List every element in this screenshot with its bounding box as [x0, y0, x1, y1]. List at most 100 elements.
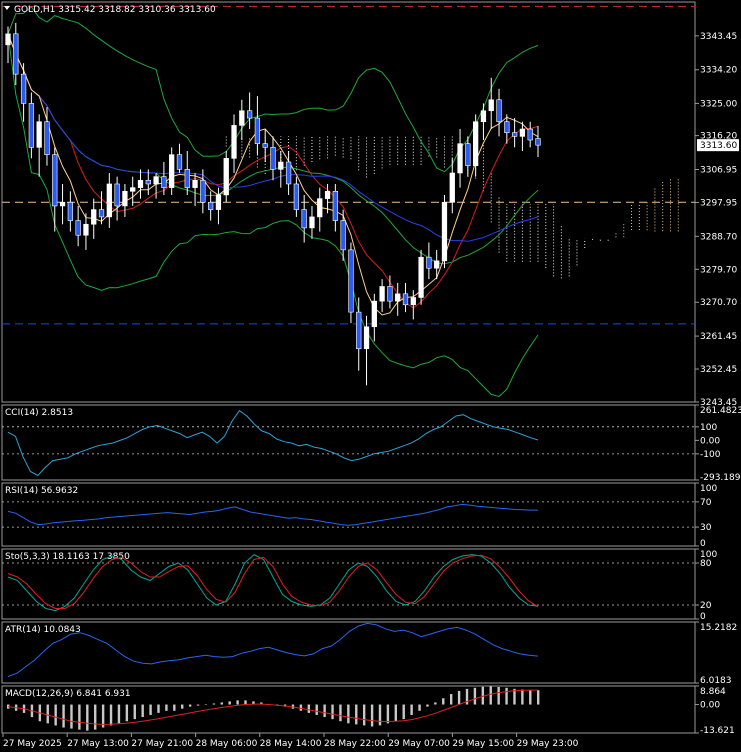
- candle-body: [465, 143, 471, 166]
- bollinger-upper-line: [7, 6, 539, 173]
- candle-body: [293, 183, 300, 210]
- candle-body: [309, 216, 315, 229]
- stoch-line-0: [7, 553, 539, 612]
- candle-body: [332, 190, 338, 221]
- candle-body: [153, 176, 159, 185]
- macd-bar: [339, 704, 342, 722]
- x-tick-label: 29 May 07:00: [388, 739, 450, 749]
- atr-line: [7, 622, 539, 677]
- macd-bar: [117, 704, 121, 724]
- candle-body: [410, 297, 416, 306]
- y-tick-label: 3343.45: [700, 32, 737, 42]
- macd-bar: [386, 704, 390, 724]
- price-badge-text: 3313.60: [700, 141, 737, 151]
- candle-body: [75, 220, 81, 236]
- macd-tick-label: 0.00: [700, 701, 720, 711]
- macd-bar: [426, 704, 429, 707]
- macd-bar: [323, 704, 326, 718]
- candle-body: [20, 73, 27, 104]
- candle-body: [122, 190, 128, 207]
- candle-body: [270, 147, 276, 170]
- x-tick-label: 28 May 06:00: [196, 739, 258, 749]
- macd-bar: [402, 704, 405, 720]
- atr-label: ATR(14) 10.0843: [5, 625, 81, 635]
- macd-bar: [133, 704, 136, 720]
- candle-body: [83, 223, 89, 236]
- candle-body: [137, 180, 144, 188]
- macd-bar: [70, 704, 73, 729]
- macd-bar: [101, 704, 105, 728]
- candle-body: [379, 286, 385, 302]
- y-tick-label: 3297.95: [700, 198, 737, 208]
- macd-bar: [204, 704, 208, 706]
- bollinger-bands: [7, 6, 539, 398]
- candle-body: [91, 209, 97, 225]
- price-badge: [697, 139, 739, 152]
- macd-bar: [86, 704, 89, 731]
- candle-body: [52, 154, 58, 207]
- candles: [5, 22, 541, 386]
- cci-panel: CCI(14) 2.8513 261.4823 100 0.00 -100 -293.18…: [2, 404, 741, 483]
- macd-bar: [94, 704, 97, 730]
- y-tick-label: 3279.70: [700, 265, 737, 275]
- x-tick-label: 29 May 15:00: [452, 739, 514, 749]
- rsi-tick-label: 30: [700, 523, 712, 533]
- macd-panel-frame: [1, 685, 696, 734]
- macd-bar: [513, 688, 516, 705]
- candle-body: [426, 256, 432, 269]
- candle-body: [511, 132, 518, 137]
- candle-body: [496, 99, 502, 123]
- candle-body: [254, 117, 261, 144]
- y-tick-label: 3252.45: [700, 365, 737, 375]
- candle-body: [145, 180, 151, 185]
- x-tick-label: 27 May 13:00: [67, 739, 129, 749]
- stoch-tick-label: 20: [700, 601, 712, 611]
- macd-bar: [260, 702, 263, 705]
- macd-bar: [355, 704, 358, 725]
- macd-bar: [473, 687, 477, 705]
- ichimoku-cloud: [225, 136, 679, 279]
- candle-body: [285, 161, 292, 185]
- macd-bar: [62, 704, 65, 728]
- macd-tick-label: -13.621: [700, 726, 735, 736]
- y-tick-label: 3261.45: [700, 332, 737, 342]
- collapse-triangle-icon[interactable]: [4, 6, 10, 10]
- candle-body: [457, 143, 463, 174]
- macd-bar: [109, 704, 113, 726]
- macd-bar: [196, 704, 200, 706]
- candle-body: [363, 326, 370, 350]
- macd-bar: [236, 700, 239, 705]
- candle-body: [44, 121, 50, 155]
- macd-tick-label: 8.864: [700, 687, 726, 697]
- candle-body: [161, 176, 167, 188]
- candle-body: [36, 121, 42, 148]
- macd-bar: [46, 704, 49, 724]
- x-tick-label: 28 May 22:00: [324, 739, 386, 749]
- candle-body: [239, 110, 245, 126]
- stoch-tick-label: 100: [700, 550, 717, 560]
- macd-bar: [481, 686, 485, 705]
- macd-bar: [521, 689, 524, 705]
- macd-bar: [331, 704, 334, 720]
- macd-bar: [489, 686, 492, 705]
- rsi-line: [7, 503, 538, 526]
- macd-bar: [465, 688, 469, 705]
- candle-body: [200, 180, 206, 203]
- cci-tick-label: 0.00: [700, 436, 720, 446]
- candle-body: [98, 209, 105, 218]
- macd-bar: [537, 690, 540, 705]
- candle-body: [208, 201, 214, 210]
- candle-body: [441, 201, 448, 262]
- candle-body: [488, 99, 494, 112]
- y-tick-label: 3316.20: [700, 132, 737, 142]
- macd-bar: [252, 701, 255, 705]
- macd-bar: [529, 690, 532, 705]
- macd-bar: [378, 704, 382, 726]
- rsi-label: RSI(14) 56.9632: [5, 486, 78, 496]
- x-tick-label: 27 May 2025: [3, 739, 62, 749]
- candle-body: [114, 183, 120, 207]
- cci-panel-frame: [1, 404, 696, 481]
